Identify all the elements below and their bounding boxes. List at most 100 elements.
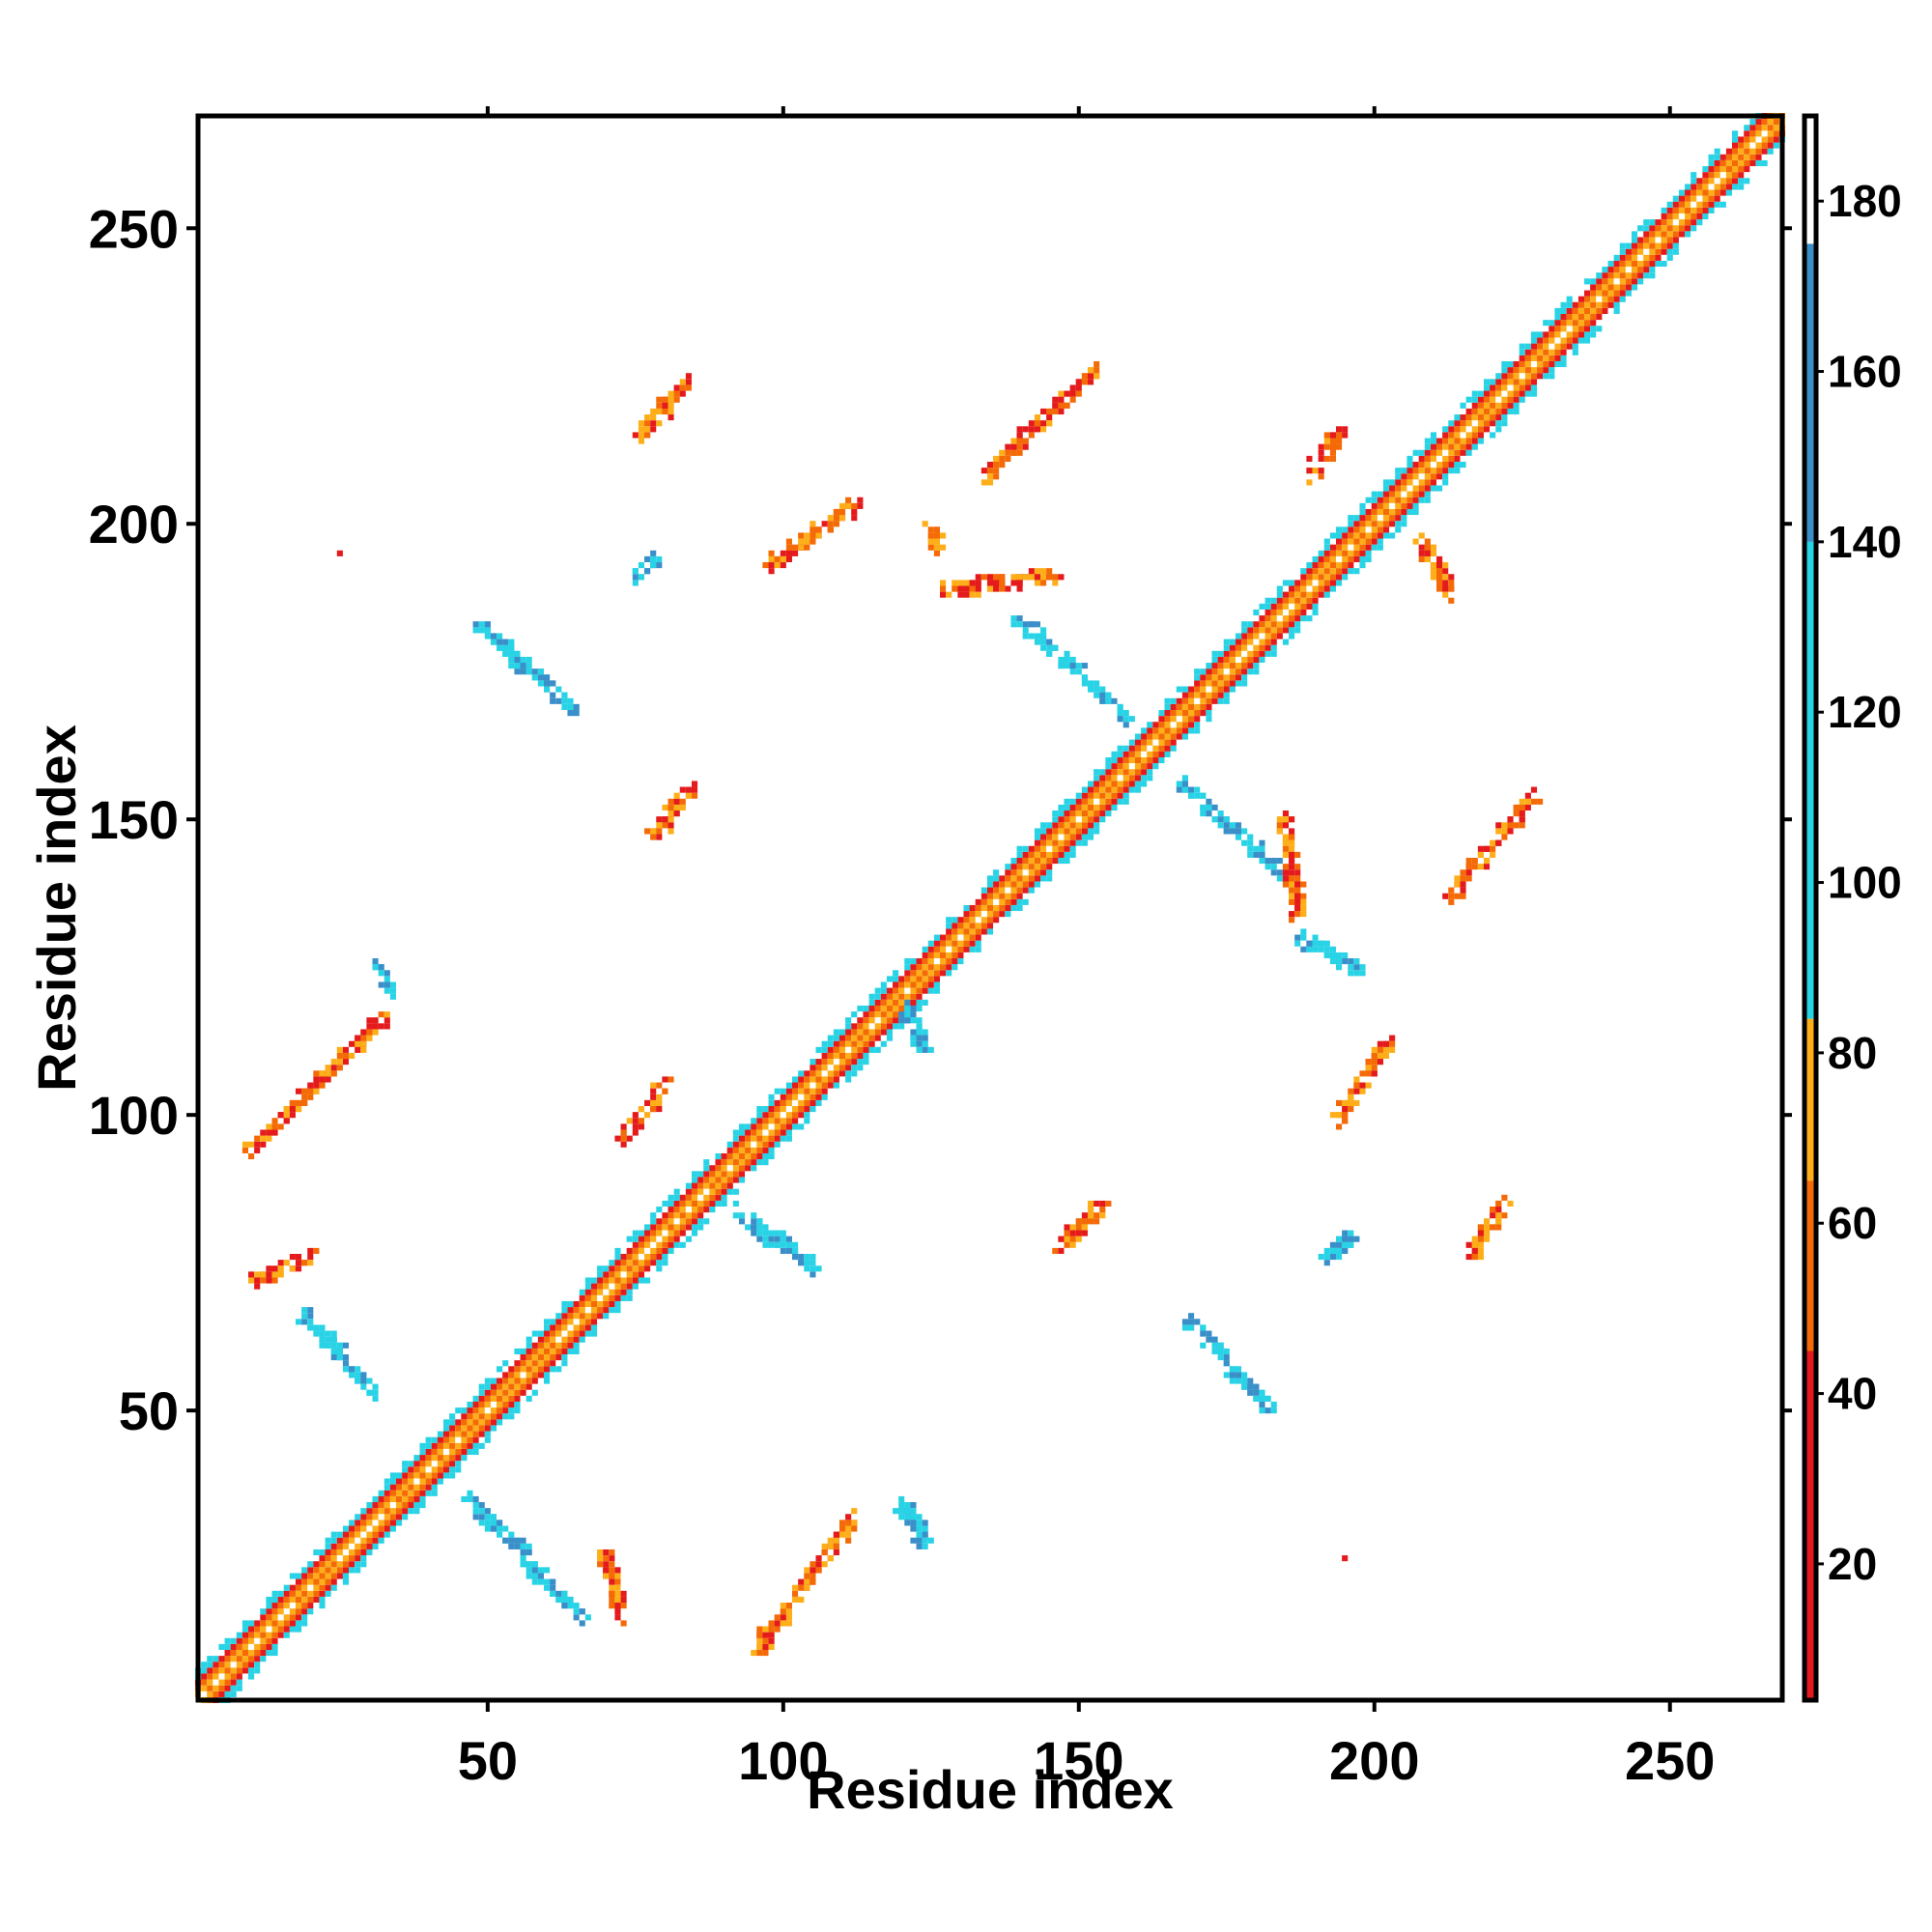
diagonal-cell [691, 1230, 698, 1236]
diagonal-cell [455, 1425, 462, 1432]
contact-cell [271, 1277, 278, 1284]
diagonal-cell [449, 1455, 456, 1462]
diagonal-cell [271, 1650, 278, 1657]
diagonal-cell [1554, 331, 1561, 338]
diagonal-cell [1040, 851, 1047, 858]
contact-cell [1289, 845, 1295, 852]
contact-cell [242, 1147, 249, 1153]
diagonal-cell [1206, 680, 1212, 687]
diagonal-cell [224, 1650, 231, 1657]
contact-cell [1028, 426, 1035, 433]
diagonal-cell [1176, 710, 1182, 717]
contact-cell [1454, 881, 1461, 888]
diagonal-cell [295, 1614, 302, 1621]
contact-cell [1377, 1059, 1383, 1065]
x-tick-label: 50 [458, 1730, 518, 1791]
diagonal-cell [1602, 307, 1608, 314]
contact-cell [1477, 845, 1484, 852]
contact-cell [1454, 875, 1461, 882]
contact-cell [1052, 1247, 1059, 1254]
contact-cell [1276, 869, 1283, 876]
diagonal-cell [656, 1218, 663, 1225]
diagonal-cell [933, 934, 940, 941]
contact-cell [1087, 379, 1094, 385]
contact-cell [1348, 1088, 1354, 1094]
diagonal-cell [1590, 307, 1597, 314]
diagonal-cell [1749, 159, 1756, 167]
diagonal-cell [656, 1260, 663, 1266]
contact-cell [963, 580, 970, 586]
diagonal-cell [833, 1082, 839, 1089]
diagonal-cell [1560, 314, 1567, 321]
diagonal-cell [1289, 597, 1295, 604]
diagonal-cell [1022, 875, 1029, 882]
diagonal-cell [1052, 828, 1059, 835]
diagonal-cell [349, 1525, 355, 1532]
diagonal-cell [1206, 663, 1212, 669]
contact-cell [555, 697, 562, 704]
diagonal-cell [1276, 597, 1283, 604]
diagonal-cell [726, 1182, 733, 1189]
contact-cell [1016, 449, 1023, 456]
diagonal-cell [437, 1442, 443, 1449]
contact-cell [1329, 952, 1336, 959]
diagonal-cell [685, 1236, 692, 1242]
diagonal-cell [916, 1005, 923, 1012]
diagonal-cell [697, 1177, 704, 1183]
diagonal-cell [207, 1690, 213, 1697]
contact-cell [780, 1230, 786, 1236]
diagonal-cell [242, 1643, 249, 1650]
diagonal-cell [1490, 408, 1496, 415]
diagonal-cell [1223, 644, 1230, 651]
contact-cell [1075, 1236, 1082, 1242]
contact-cell [638, 432, 645, 439]
diagonal-cell [957, 923, 964, 929]
diagonal-cell [969, 911, 976, 918]
contact-cell [349, 1372, 355, 1378]
diagonal-cell [419, 1461, 426, 1467]
contact-cell [1247, 1378, 1254, 1384]
contact-cell [1471, 1254, 1478, 1261]
diagonal-cell [1158, 722, 1165, 728]
contact-cell [1282, 875, 1290, 882]
contact-cell [845, 1531, 852, 1538]
diagonal-cell [1323, 585, 1330, 592]
contact-cell [910, 1011, 917, 1018]
diagonal-cell [1543, 320, 1549, 327]
contact-cell [668, 828, 674, 835]
diagonal-cell [986, 923, 994, 929]
contact-cell [1034, 574, 1041, 581]
diagonal-cell [1040, 834, 1047, 840]
contact-cell [1094, 680, 1100, 687]
diagonal-cell [798, 1112, 805, 1119]
diagonal-cell [372, 1537, 379, 1544]
contact-cell [502, 644, 509, 651]
contact-cell [1495, 1218, 1502, 1225]
diagonal-cell [1548, 355, 1555, 361]
contact-cell [1223, 1372, 1230, 1378]
diagonal-cell [1259, 615, 1265, 622]
diagonal-cell [1530, 349, 1538, 355]
diagonal-cell [833, 1040, 839, 1047]
contact-cell [910, 1040, 917, 1047]
diagonal-cell [342, 1555, 350, 1562]
contact-cell [1235, 828, 1242, 835]
contact-cell [1046, 574, 1053, 581]
diagonal-cell [1152, 722, 1159, 728]
colorbar-band [1804, 1350, 1816, 1700]
contact-cell [336, 550, 343, 556]
diagonal-cell [218, 1685, 225, 1691]
contact-cell [933, 544, 940, 551]
diagonal-cell [756, 1135, 763, 1142]
contact-cell [1359, 1082, 1366, 1089]
diagonal-cell [526, 1348, 532, 1355]
diagonal-cell [668, 1247, 674, 1254]
diagonal-cell [207, 1667, 213, 1674]
diagonal-cell [567, 1336, 574, 1343]
diagonal-cell [1170, 733, 1177, 740]
diagonal-cell [1329, 544, 1336, 551]
contact-cell [1034, 639, 1041, 645]
contact-cell [520, 1561, 526, 1568]
diagonal-cell [756, 1152, 763, 1160]
diagonal-cell [1016, 904, 1023, 912]
